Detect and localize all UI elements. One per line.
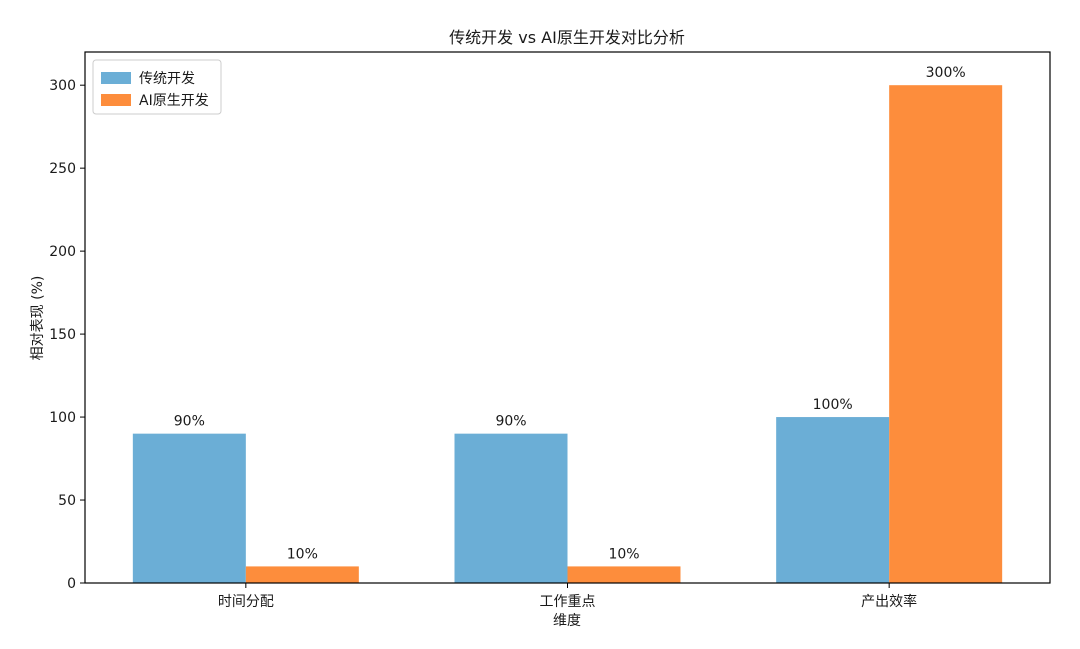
- bar-ai-native-2: [889, 85, 1003, 583]
- chart-title: 传统开发 vs AI原生开发对比分析: [449, 28, 685, 47]
- y-axis-label: 相对表现 (%): [30, 276, 46, 361]
- x-tick-label: 产出效率: [861, 593, 917, 610]
- plot-area: 90% 90% 100% 10% 10% 300% 0 50 100 150 200 250 300 时间…: [49, 51, 1051, 610]
- plot-frame: [84, 51, 1051, 584]
- bar-traditional-2: [776, 417, 890, 583]
- bar-ai-native-1: [567, 566, 681, 583]
- bar-traditional-0: [132, 433, 246, 583]
- legend-swatch: [101, 94, 131, 106]
- x-axis-label: 维度: [553, 613, 581, 629]
- legend-label: 传统开发: [139, 71, 195, 87]
- bar-ai-native-0: [245, 566, 359, 583]
- y-tick-label: 0: [67, 576, 76, 592]
- y-tick-label: 50: [58, 493, 76, 509]
- y-tick-label: 300: [49, 78, 76, 94]
- legend-swatch: [101, 72, 131, 84]
- legend-label: AI原生开发: [139, 93, 209, 109]
- y-tick-label: 100: [49, 410, 76, 426]
- y-tick-label: 150: [49, 327, 76, 343]
- x-tick-label: 时间分配: [218, 594, 274, 610]
- bar-value-label: 90%: [495, 414, 526, 430]
- legend: 传统开发 AI原生开发: [92, 59, 222, 115]
- bar-value-label: 300%: [926, 65, 966, 81]
- y-tick-label: 200: [49, 244, 76, 260]
- bar-value-label: 10%: [287, 546, 318, 562]
- bar-value-label: 10%: [608, 546, 639, 562]
- x-tick-label: 工作重点: [540, 594, 596, 610]
- bar-traditional-1: [454, 433, 568, 583]
- bar-value-label: 100%: [813, 397, 853, 413]
- y-tick-label: 250: [49, 161, 76, 177]
- bar-value-label: 90%: [174, 414, 205, 430]
